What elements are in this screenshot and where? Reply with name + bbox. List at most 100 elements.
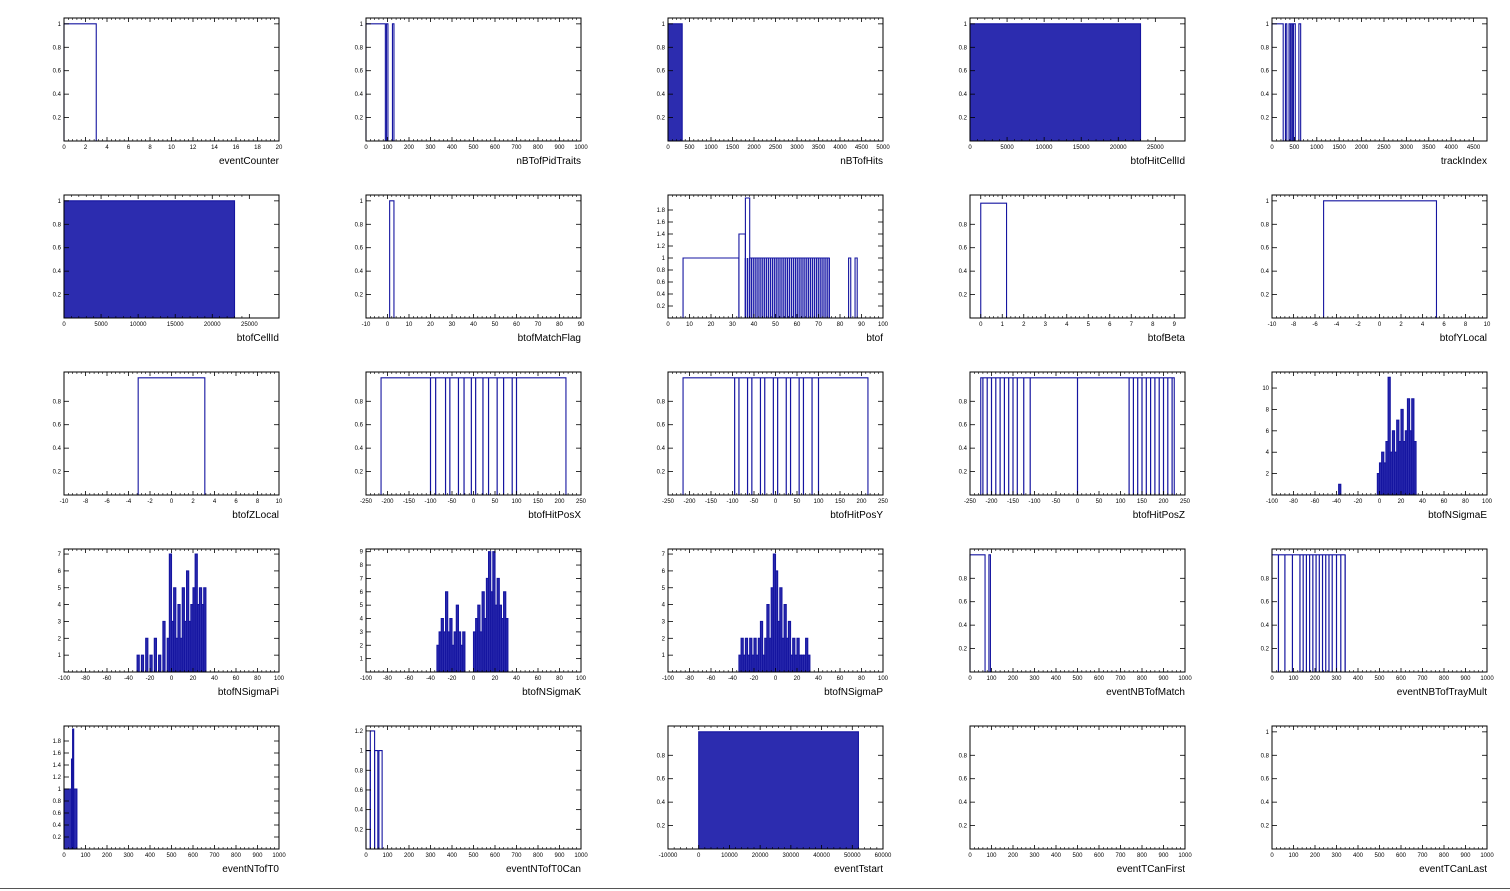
x-axis-title: btofHitPosY — [830, 510, 883, 521]
histogram-bin — [848, 257, 852, 318]
y-tick-label: 0.2 — [959, 293, 968, 299]
x-tick-label: 3500 — [1422, 145, 1436, 151]
x-tick-label: 100 — [274, 676, 285, 682]
x-tick-label: 250 — [1180, 499, 1191, 505]
x-tick-label: 60 — [1441, 499, 1448, 505]
x-tick-label: 30 — [449, 322, 456, 328]
histogram-bin — [682, 257, 740, 318]
y-tick-label: 7 — [360, 576, 364, 582]
x-tick-label: 0 — [1076, 499, 1080, 505]
x-tick-label: 80 — [556, 322, 563, 328]
x-axis-title: eventTstart — [834, 864, 883, 875]
x-tick-label: -50 — [750, 499, 759, 505]
x-tick-label: 60000 — [875, 853, 892, 859]
x-tick-label: 0 — [1270, 145, 1274, 151]
histogram-panel: 0 1 2 3 4 5 6 7 8 9 0.2 0.4 0.6 0.8 btofBeta — [959, 194, 1186, 344]
x-tick-label: 0 — [697, 853, 701, 859]
x-tick-label: 800 — [231, 853, 242, 859]
x-tick-label: 1000 — [272, 853, 286, 859]
x-tick-label: 18 — [254, 145, 261, 151]
y-tick-label: 1 — [58, 22, 62, 28]
plot-frame — [1271, 17, 1488, 142]
y-tick-label: 0.2 — [355, 116, 364, 122]
histogram-panel: -100 -80 -60 -40 -20 0 20 40 60 80 100 1 2 3 4 5 6 7 btofN… — [662, 548, 889, 698]
x-tick-label: -80 — [383, 676, 392, 682]
y-tick-label: 10 — [1262, 386, 1269, 392]
histogram-bin — [969, 23, 1142, 141]
x-tick-label: 0 — [1270, 853, 1274, 859]
y-tick-label: 4 — [58, 603, 62, 609]
histogram-bin — [380, 377, 567, 495]
y-tick-label: 0.2 — [53, 116, 62, 122]
y-tick-label: 4 — [1266, 450, 1270, 456]
plot-frame — [667, 725, 884, 850]
x-tick-label: 400 — [1051, 853, 1062, 859]
x-axis-title: btofNSigmaE — [1428, 510, 1487, 521]
x-tick-label: 0 — [62, 322, 66, 328]
y-tick-label: 1 — [360, 657, 364, 663]
x-tick-label: -100 — [424, 499, 437, 505]
histogram-bin — [1271, 554, 1346, 672]
x-axis-title: nBTofHits — [840, 156, 883, 167]
x-tick-label: -80 — [81, 676, 90, 682]
y-tick-label: 0.2 — [53, 835, 62, 841]
y-tick-label: 3 — [58, 619, 62, 625]
x-tick-label: 2000 — [1355, 145, 1369, 151]
histogram-bin — [365, 750, 371, 849]
x-tick-label: -50 — [448, 499, 457, 505]
y-tick-label: 6 — [1266, 429, 1270, 435]
x-tick-label: 200 — [856, 499, 867, 505]
y-tick-label: 0.2 — [657, 304, 666, 310]
y-tick-label: 1 — [1266, 22, 1270, 28]
x-tick-label: 500 — [468, 853, 479, 859]
plot-area — [436, 551, 509, 672]
plot-frame — [667, 371, 884, 496]
x-tick-label: 800 — [533, 853, 544, 859]
x-tick-label: 700 — [209, 853, 220, 859]
y-tick-label: 1 — [360, 199, 364, 205]
x-tick-label: 20000 — [752, 853, 769, 859]
histogram-bin — [698, 731, 859, 849]
y-tick-label: 0.6 — [1261, 777, 1270, 783]
x-tick-label: 1500 — [726, 145, 740, 151]
x-tick-label: 2500 — [1377, 145, 1391, 151]
x-tick-label: 50 — [794, 499, 801, 505]
y-tick-label: 1 — [360, 749, 364, 755]
plot-area — [969, 554, 991, 672]
histogram-bin — [980, 377, 1175, 495]
x-tick-label: 200 — [404, 145, 415, 151]
x-tick-label: -100 — [662, 676, 675, 682]
x-tick-label: -150 — [1007, 499, 1020, 505]
y-tick-label: 0.4 — [657, 800, 666, 806]
histogram-panel: -250 -200 -150 -100 -50 0 50 100 150 200 250 0.2 0.4… — [355, 371, 587, 521]
histogram-bin — [1298, 23, 1302, 141]
x-tick-label: 20 — [276, 145, 283, 151]
x-axis-title: btofYLocal — [1440, 333, 1487, 344]
x-tick-label: 100 — [1482, 499, 1493, 505]
x-tick-label: 0 — [774, 499, 778, 505]
x-tick-label: -150 — [705, 499, 718, 505]
x-axis-title: eventNTofT0 — [222, 864, 279, 875]
y-tick-label: 0.8 — [1261, 576, 1270, 582]
x-tick-label: 100 — [511, 499, 522, 505]
x-axis-title: btofHitPosZ — [1133, 510, 1185, 521]
histogram-panel: -10000 0 10000 20000 30000 40000 50000 60000 0.2… — [657, 725, 892, 875]
y-tick-label: 0.6 — [53, 423, 62, 429]
y-tick-label: 1.8 — [53, 739, 62, 745]
y-tick-label: 0.2 — [959, 824, 968, 830]
x-tick-label: 250 — [576, 499, 587, 505]
y-tick-label: 1 — [662, 653, 666, 659]
plot-frame — [365, 725, 582, 850]
y-tick-label: 0.4 — [1261, 800, 1270, 806]
x-tick-label: 400 — [145, 853, 156, 859]
x-tick-label: 60 — [535, 676, 542, 682]
y-tick-label: 0.2 — [657, 824, 666, 830]
x-tick-label: 70 — [815, 322, 822, 328]
x-tick-label: 60 — [233, 676, 240, 682]
x-axis-title: eventNBTofTrayMult — [1397, 687, 1487, 698]
y-tick-label: 0.6 — [959, 777, 968, 783]
x-tick-label: 4 — [1065, 322, 1069, 328]
x-tick-label: -50 — [1052, 499, 1061, 505]
x-tick-label: 200 — [1310, 853, 1321, 859]
x-tick-label: 50000 — [844, 853, 861, 859]
